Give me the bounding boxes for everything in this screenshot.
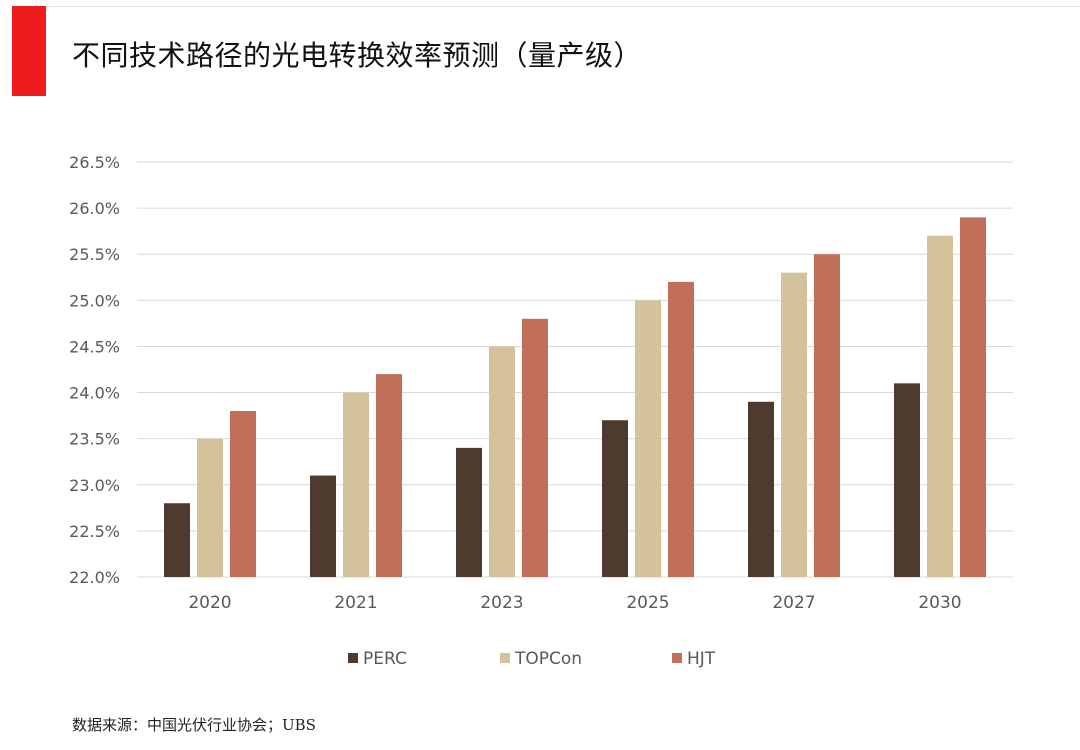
- x-axis-ticks: 2020 2021 2023 2025 2027 2030: [188, 593, 961, 613]
- bar-topcon-2025: [635, 300, 661, 577]
- legend-label-topcon: TOPCon: [514, 649, 582, 669]
- bar-perc-2021: [310, 475, 336, 577]
- bars: [164, 217, 986, 578]
- y-tick-label: 25.5%: [69, 245, 120, 264]
- x-tick-label: 2023: [480, 593, 523, 613]
- bar-hjt-2025: [668, 281, 694, 577]
- source-note: 数据来源：中国光伏行业协会；UBS: [72, 716, 316, 734]
- bar-perc-2020: [164, 503, 190, 577]
- accent-bar: [12, 6, 46, 96]
- legend-label-perc: PERC: [363, 649, 407, 669]
- legend-label-hjt: HJT: [687, 649, 716, 669]
- x-tick-label: 2030: [918, 593, 961, 613]
- grid-layer: [137, 161, 1013, 578]
- bar-topcon-2030: [927, 235, 953, 577]
- bar-perc-2025: [602, 420, 628, 577]
- bar-hjt-2027: [814, 254, 840, 577]
- bar-topcon-2020: [197, 438, 223, 577]
- y-tick-label: 26.0%: [69, 199, 120, 218]
- y-tick-label: 22.5%: [69, 522, 120, 541]
- bar-perc-2023: [456, 447, 482, 577]
- bar-perc-2027: [748, 401, 774, 577]
- y-tick-label: 22.0%: [69, 568, 120, 587]
- bar-hjt-2030: [960, 217, 986, 578]
- bar-topcon-2021: [343, 392, 369, 577]
- legend-swatch-hjt: [672, 653, 682, 663]
- bar-hjt-2021: [376, 374, 402, 577]
- legend-swatch-perc: [348, 653, 358, 663]
- y-axis-ticks: 22.0% 22.5% 23.0% 23.5% 24.0% 24.5% 25.0% 25.5%…: [69, 153, 120, 587]
- bar-hjt-2020: [230, 411, 256, 577]
- bar-topcon-2027: [781, 272, 807, 577]
- bar-topcon-2023: [489, 346, 515, 577]
- legend-swatch-topcon: [500, 653, 510, 663]
- page-title: 不同技术路径的光电转换效率预测（量产级）: [72, 39, 643, 72]
- legend: PERC TOPCon HJT: [348, 649, 716, 669]
- y-tick-label: 23.5%: [69, 430, 120, 449]
- y-tick-label: 24.5%: [69, 337, 120, 356]
- top-rule: [12, 6, 1080, 7]
- x-tick-label: 2027: [772, 593, 815, 613]
- x-tick-label: 2025: [626, 593, 669, 613]
- bar-hjt-2023: [522, 318, 548, 577]
- bar-perc-2030: [894, 383, 920, 577]
- x-tick-label: 2020: [188, 593, 231, 613]
- y-tick-label: 24.0%: [69, 384, 120, 403]
- y-tick-label: 26.5%: [69, 153, 120, 172]
- x-tick-label: 2021: [334, 593, 377, 613]
- y-tick-label: 23.0%: [69, 476, 120, 495]
- y-tick-label: 25.0%: [69, 291, 120, 310]
